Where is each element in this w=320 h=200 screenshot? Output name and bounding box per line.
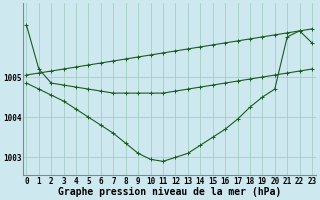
X-axis label: Graphe pression niveau de la mer (hPa): Graphe pression niveau de la mer (hPa) xyxy=(58,187,281,197)
